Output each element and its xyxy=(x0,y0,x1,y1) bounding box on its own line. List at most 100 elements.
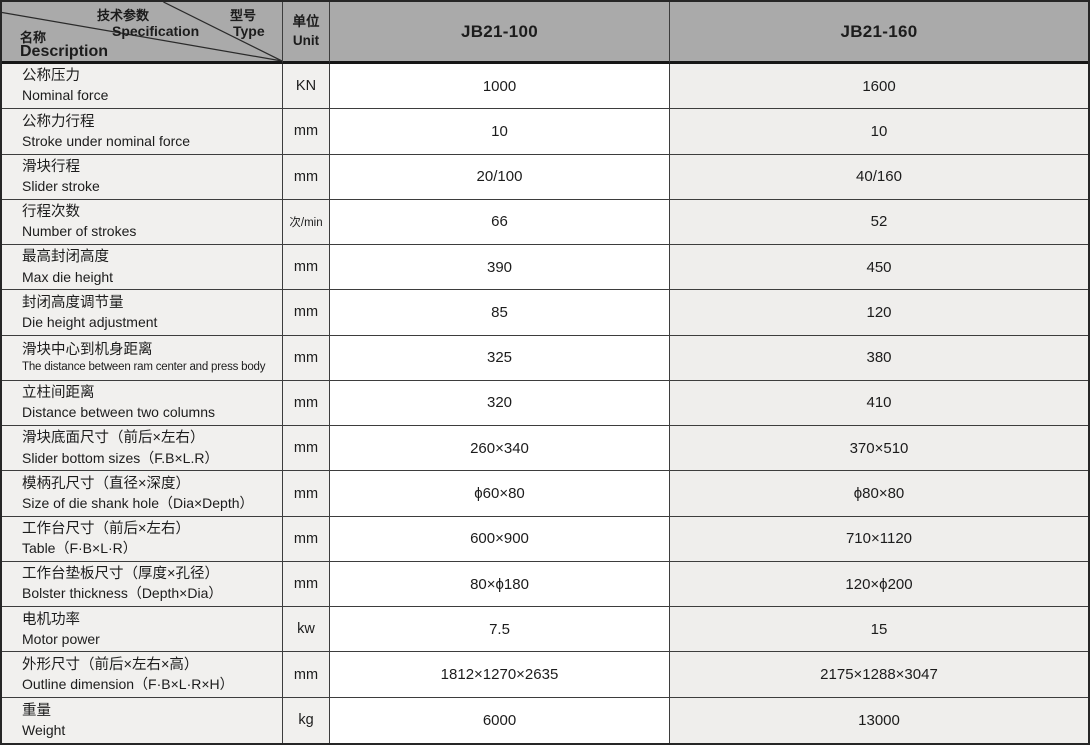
row-label-cell: 滑块中心到机身距离 The distance between ram cente… xyxy=(2,335,283,381)
row-label-en: Motor power xyxy=(22,630,100,647)
value-cell-jb21-100: ϕ60×80 xyxy=(330,471,670,517)
corner-desc-en: Description xyxy=(20,43,109,60)
row-label-cell: 公称力行程 Stroke under nominal force xyxy=(2,109,283,155)
row-label-en: Max die height xyxy=(22,268,114,285)
unit-cell: mm xyxy=(283,290,330,336)
unit-cell: mm xyxy=(283,652,330,698)
value-cell-jb21-100: 20/100 xyxy=(330,154,670,200)
row-label-en: Distance between two columns xyxy=(22,404,215,421)
value-cell-jb21-160: ϕ80×80 xyxy=(670,471,1088,517)
unit-cell: kg xyxy=(283,697,330,743)
value-cell-jb21-100: 10 xyxy=(330,109,670,155)
value-cell-jb21-160: 120×ϕ200 xyxy=(670,561,1088,608)
unit-column-header: 单位 Unit xyxy=(283,2,330,64)
value-cell-jb21-100: 66 xyxy=(330,199,670,246)
row-label-cell: 工作台垫板尺寸（厚度×孔径） Bolster thickness（Depth×D… xyxy=(2,561,283,608)
row-label-en: Number of strokes xyxy=(22,223,137,240)
model-header-jb21-100-label: JB21-100 xyxy=(460,21,539,41)
value-cell-jb21-160: 40/160 xyxy=(670,154,1088,200)
corner-spec-en: Specification xyxy=(112,23,200,39)
value-cell-jb21-160: 120 xyxy=(670,290,1088,336)
unit-cell: mm xyxy=(283,426,330,472)
value-cell-jb21-160: 10 xyxy=(670,109,1088,155)
value-cell-jb21-100: 80×ϕ180 xyxy=(330,561,670,608)
row-label-en: Die height adjustment xyxy=(22,313,158,330)
unit-cell: mm xyxy=(283,154,330,200)
model-header-jb21-160: JB21-160 xyxy=(670,2,1088,64)
model-header-jb21-160-label: JB21-160 xyxy=(840,21,918,41)
row-label-cn: 最高封闭高度 xyxy=(22,249,109,266)
value-cell-jb21-160: 1600 xyxy=(670,64,1088,110)
row-label-en: Size of die shank hole（Dia×Depth） xyxy=(22,494,254,511)
row-label-cn: 重量 xyxy=(22,702,51,719)
row-label-en: Stroke under nominal force xyxy=(22,132,191,149)
row-label-cn: 电机功率 xyxy=(22,611,80,628)
row-label-cell: 最高封闭高度 Max die height xyxy=(2,245,283,291)
unit-cell: mm xyxy=(283,335,330,381)
unit-header-en: Unit xyxy=(292,32,320,48)
unit-cell: 次/min xyxy=(283,199,330,246)
row-label-cn: 工作台尺寸（前后×左右） xyxy=(22,520,190,537)
row-label-cn: 外形尺寸（前后×左右×高） xyxy=(22,656,199,673)
corner-type-en: Type xyxy=(233,23,265,39)
row-label-cn: 工作台垫板尺寸（厚度×孔径） xyxy=(22,566,219,583)
value-cell-jb21-160: 370×510 xyxy=(670,426,1088,472)
row-label-cn: 滑块行程 xyxy=(22,158,80,175)
value-cell-jb21-100: 320 xyxy=(330,380,670,427)
row-label-cn: 模柄孔尺寸（直径×深度） xyxy=(22,475,190,492)
value-cell-jb21-160: 380 xyxy=(670,335,1088,381)
row-label-cell: 滑块行程 Slider stroke xyxy=(2,154,283,200)
row-label-en: Nominal force xyxy=(22,87,109,104)
corner-spec-cn: 技术参数 xyxy=(97,8,150,23)
row-label-cell: 电机功率 Motor power xyxy=(2,607,283,653)
diagonal-divider-lines xyxy=(2,2,282,61)
row-label-cn: 滑块底面尺寸（前后×左右） xyxy=(22,430,205,447)
row-label-cell: 外形尺寸（前后×左右×高） Outline dimension（F·B×L·R×… xyxy=(2,652,283,698)
value-cell-jb21-100: 260×340 xyxy=(330,426,670,472)
row-label-cell: 立柱间距离 Distance between two columns xyxy=(2,380,283,427)
row-label-cell: 滑块底面尺寸（前后×左右） Slider bottom sizes（F.B×L.… xyxy=(2,426,283,472)
row-label-cn: 封闭高度调节量 xyxy=(22,294,124,311)
row-label-cell: 行程次数 Number of strokes xyxy=(2,199,283,246)
value-cell-jb21-160: 15 xyxy=(670,607,1088,653)
unit-cell: mm xyxy=(283,109,330,155)
unit-cell: mm xyxy=(283,516,330,562)
corner-type-cn: 型号 xyxy=(230,8,257,23)
row-label-en: Slider stroke xyxy=(22,177,100,194)
row-label-cn: 公称力行程 xyxy=(22,113,95,130)
row-label-en: Slider bottom sizes（F.B×L.R） xyxy=(22,449,219,466)
unit-cell: KN xyxy=(283,64,330,110)
row-label-cell: 公称压力 Nominal force xyxy=(2,64,283,110)
row-label-cell: 封闭高度调节量 Die height adjustment xyxy=(2,290,283,336)
row-label-cell: 工作台尺寸（前后×左右） Table（F·B×L·R） xyxy=(2,516,283,562)
value-cell-jb21-100: 325 xyxy=(330,335,670,381)
row-label-cn: 行程次数 xyxy=(22,204,80,221)
value-cell-jb21-100: 600×900 xyxy=(330,516,670,562)
row-label-cn: 公称压力 xyxy=(22,68,80,85)
row-label-en: The distance between ram center and pres… xyxy=(22,360,266,373)
row-label-cn: 滑块中心到机身距离 xyxy=(22,341,153,358)
value-cell-jb21-100: 1812×1270×2635 xyxy=(330,652,670,698)
value-cell-jb21-160: 2175×1288×3047 xyxy=(670,652,1088,698)
row-label-cn: 立柱间距离 xyxy=(22,385,95,402)
corner-header-cell: 技术参数 Specification 型号 Type 名称 Descriptio… xyxy=(2,2,283,64)
value-cell-jb21-160: 410 xyxy=(670,380,1088,427)
unit-cell: mm xyxy=(283,380,330,427)
row-label-en: Outline dimension（F·B×L·R×H） xyxy=(22,675,234,692)
row-label-en: Weight xyxy=(22,721,66,738)
row-label-en: Bolster thickness（Depth×Dia） xyxy=(22,585,223,602)
model-header-jb21-100: JB21-100 xyxy=(330,2,670,64)
value-cell-jb21-100: 85 xyxy=(330,290,670,336)
value-cell-jb21-160: 13000 xyxy=(670,697,1088,743)
value-cell-jb21-100: 7.5 xyxy=(330,607,670,653)
row-label-cell: 重量 Weight xyxy=(2,697,283,743)
corner-desc-cn: 名称 xyxy=(20,30,47,45)
unit-cell: mm xyxy=(283,471,330,517)
unit-cell: mm xyxy=(283,561,330,608)
unit-cell: kw xyxy=(283,607,330,653)
value-cell-jb21-160: 710×1120 xyxy=(670,516,1088,562)
value-cell-jb21-100: 6000 xyxy=(330,697,670,743)
row-label-en: Table（F·B×L·R） xyxy=(22,540,137,557)
value-cell-jb21-100: 390 xyxy=(330,245,670,291)
